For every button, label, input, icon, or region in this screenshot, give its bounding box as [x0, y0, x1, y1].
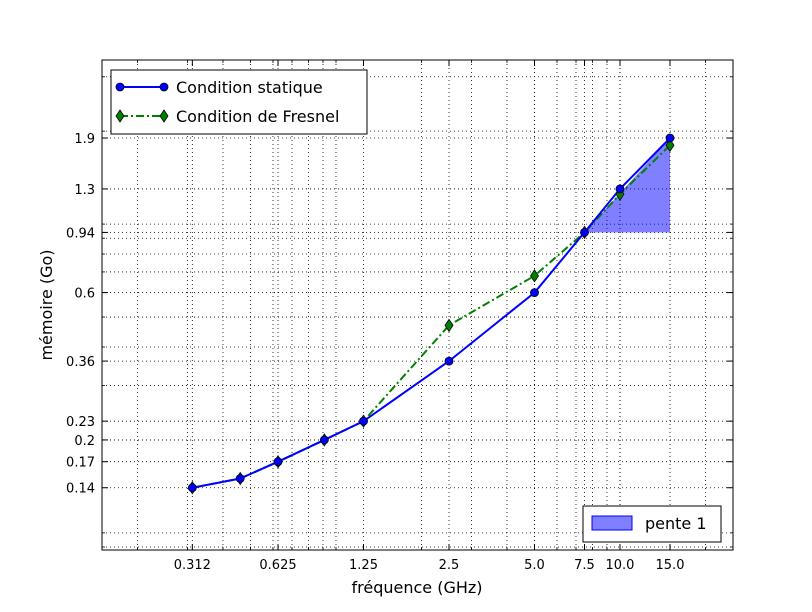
legend: Condition statique Condition de Fresnel — [110, 69, 368, 135]
plot-frame — [101, 59, 734, 551]
legend-box — [110, 69, 368, 135]
x-tick-label: 15.0 — [656, 558, 685, 573]
ticks: 0.312 0.625 1.25 2.5 5.0 7.5 10.0 15.0 0.14 0.17 0… — [66, 60, 733, 573]
legend-marker — [159, 82, 169, 92]
y-axis-label: mémoire (Go) — [37, 249, 56, 360]
data-point-condition-statique — [359, 416, 368, 426]
y-tick-label: 0.6 — [74, 287, 95, 302]
x-tick-label: 0.625 — [259, 558, 296, 573]
data-point-condition-statique — [444, 356, 454, 366]
x-tick-label: 2.5 — [439, 558, 460, 573]
series-layer — [187, 133, 675, 495]
x-axis-label: fréquence (GHz) — [351, 578, 482, 597]
legend-marker — [159, 109, 169, 123]
data-point-condition-statique — [665, 133, 675, 143]
data-point-condition-de-fresnel — [530, 269, 539, 283]
x-tick-label: 5.0 — [524, 558, 545, 573]
data-point-condition-statique — [187, 483, 197, 493]
legend-label-condition-de-fresnel: Condition de Fresnel — [176, 107, 339, 126]
data-point-condition-statique — [273, 457, 283, 467]
data-point-condition-statique — [615, 184, 625, 194]
slope-fill-layer — [584, 138, 670, 233]
series-line-condition-statique — [192, 137, 671, 489]
data-point-condition-de-fresnel — [444, 318, 454, 333]
data-point-condition-statique — [235, 474, 245, 483]
x-tick-label: 0.312 — [174, 558, 211, 573]
y-tick-label: 0.14 — [66, 482, 95, 497]
y-tick-label: 0.17 — [66, 456, 95, 471]
x-tick-label: 7.5 — [574, 558, 595, 573]
legend-label-condition-statique: Condition statique — [176, 78, 323, 97]
grid — [102, 60, 733, 550]
x-tick-label: 1.25 — [349, 558, 378, 573]
legend-marker — [115, 82, 125, 92]
x-tick-label: 10.0 — [606, 558, 635, 573]
y-tick-label: 0.36 — [66, 355, 95, 370]
slope-legend-swatch — [591, 515, 633, 531]
data-point-condition-statique — [319, 435, 329, 445]
slope-legend: pente 1 — [582, 505, 722, 543]
legend-marker — [115, 109, 125, 123]
y-tick-label: 0.2 — [74, 434, 95, 449]
y-tick-label: 0.94 — [66, 226, 95, 241]
slope-triangle — [584, 138, 670, 233]
data-point-condition-statique — [530, 288, 539, 297]
y-tick-label: 0.23 — [66, 415, 95, 430]
slope-legend-label: pente 1 — [645, 514, 707, 533]
y-tick-label: 1.3 — [74, 183, 95, 198]
y-tick-label: 1.9 — [74, 132, 95, 147]
data-point-condition-statique — [580, 227, 589, 237]
data-point-condition-de-fresnel — [665, 138, 675, 153]
